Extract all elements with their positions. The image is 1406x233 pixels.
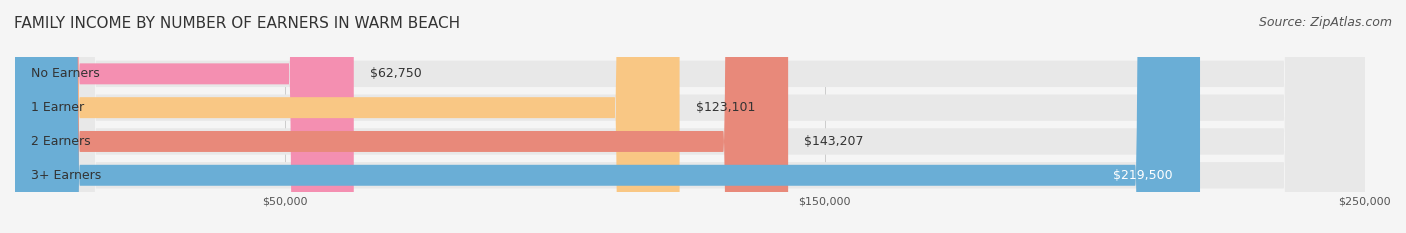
- Text: $62,750: $62,750: [370, 67, 422, 80]
- Text: 3+ Earners: 3+ Earners: [31, 169, 101, 182]
- Text: Source: ZipAtlas.com: Source: ZipAtlas.com: [1258, 16, 1392, 29]
- FancyBboxPatch shape: [15, 0, 1365, 233]
- Text: No Earners: No Earners: [31, 67, 100, 80]
- Text: 2 Earners: 2 Earners: [31, 135, 91, 148]
- FancyBboxPatch shape: [15, 0, 789, 233]
- Text: $219,500: $219,500: [1114, 169, 1173, 182]
- FancyBboxPatch shape: [15, 0, 679, 233]
- FancyBboxPatch shape: [15, 0, 1365, 233]
- Text: $123,101: $123,101: [696, 101, 755, 114]
- FancyBboxPatch shape: [15, 0, 1365, 233]
- Text: 1 Earner: 1 Earner: [31, 101, 84, 114]
- FancyBboxPatch shape: [15, 0, 354, 233]
- FancyBboxPatch shape: [15, 0, 1201, 233]
- FancyBboxPatch shape: [15, 0, 1365, 233]
- Text: FAMILY INCOME BY NUMBER OF EARNERS IN WARM BEACH: FAMILY INCOME BY NUMBER OF EARNERS IN WA…: [14, 16, 460, 31]
- Text: $143,207: $143,207: [804, 135, 863, 148]
